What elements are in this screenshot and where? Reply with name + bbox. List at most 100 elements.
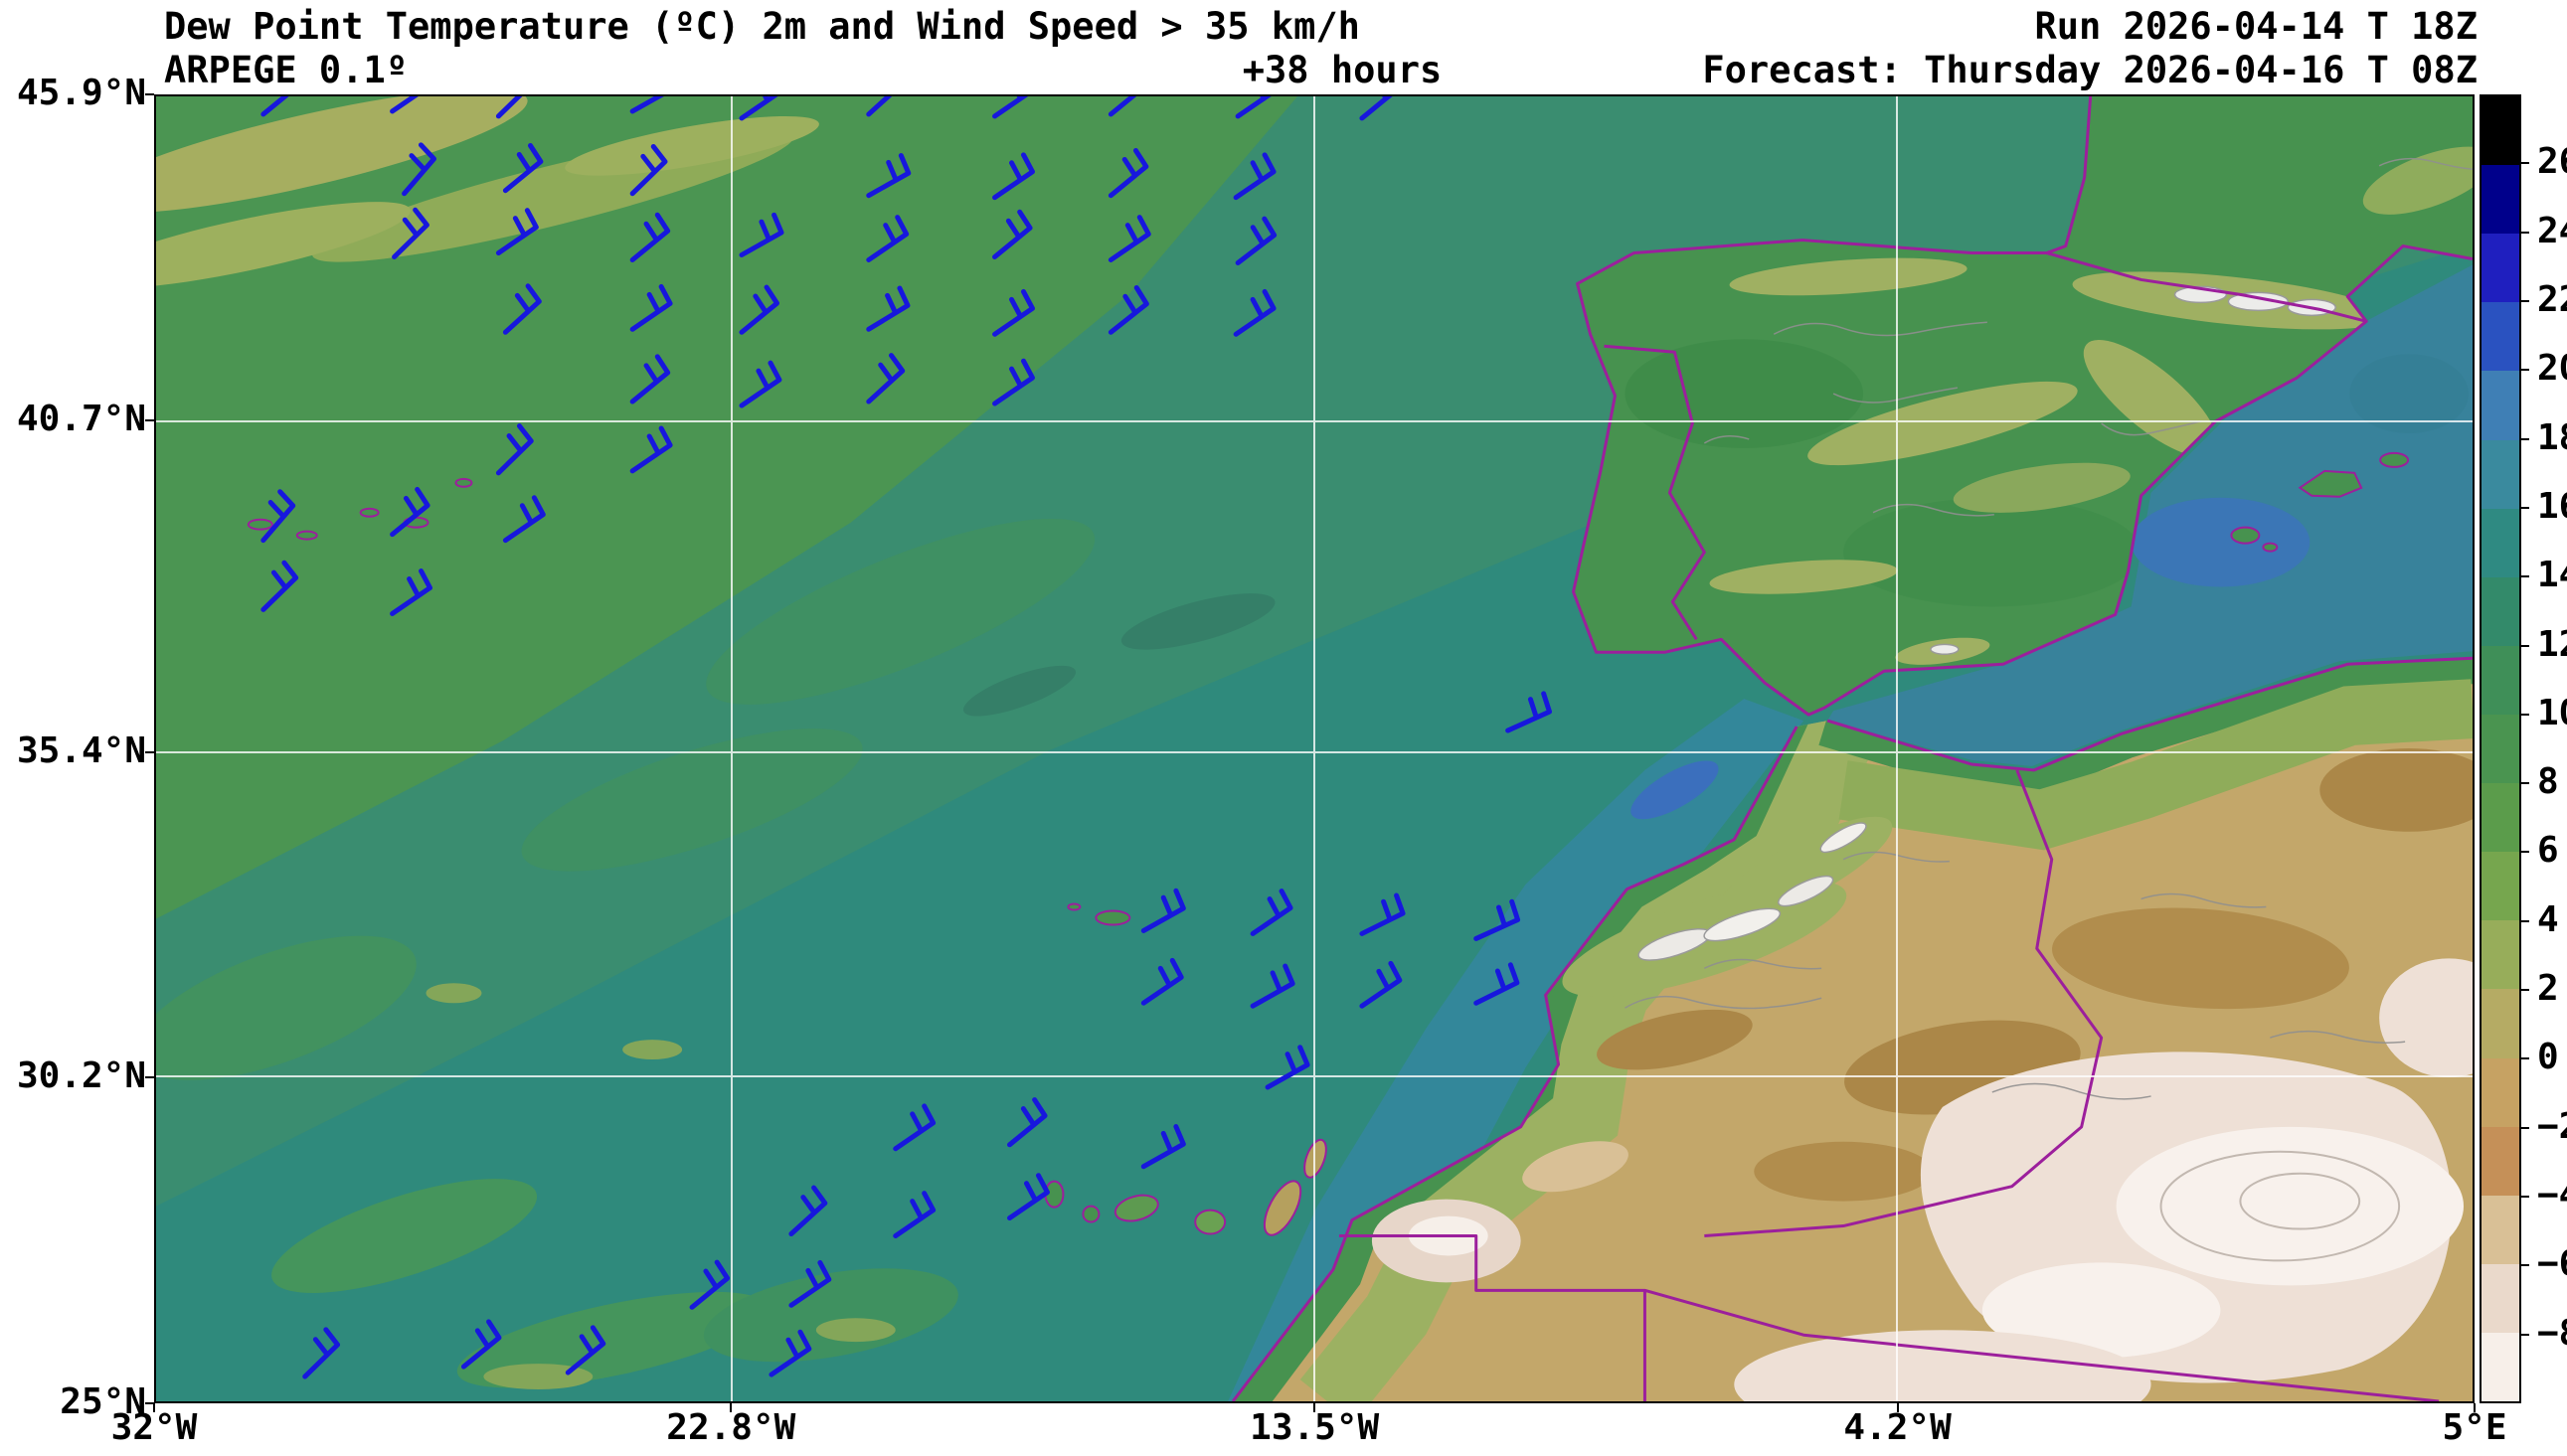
canary-island <box>1082 1205 1101 1223</box>
ibiza-island <box>2262 542 2279 553</box>
colorbar-segment <box>2481 1057 2519 1127</box>
colorbar-tick-label: 22 <box>2537 278 2567 320</box>
colorbar-segment <box>2481 1126 2519 1196</box>
lon-tick-label: 5°E <box>2442 1407 2507 1448</box>
colorbar-tick <box>2521 575 2529 578</box>
colorbar-segment <box>2481 783 2519 853</box>
colorbar-tick-label: 16 <box>2537 485 2567 527</box>
colorbar-tick <box>2521 1264 2529 1267</box>
colorbar-tick-label: 0 <box>2537 1037 2559 1078</box>
lon-tick-label: 13.5°W <box>1250 1407 1380 1448</box>
colorbar-tick <box>2521 231 2529 234</box>
west-sahara-borders <box>1338 1234 2440 1401</box>
lon-tick-label: 22.8°W <box>666 1407 796 1448</box>
colorbar-tick-label: 18 <box>2537 416 2567 458</box>
madeira-island <box>1067 902 1082 911</box>
lat-tick-label: 35.4°N <box>16 729 146 771</box>
lat-tick-label: 25°N <box>60 1381 146 1422</box>
colorbar-segment <box>2481 1263 2519 1333</box>
lon-tick-label: 32°W <box>110 1407 198 1448</box>
colorbar-tick <box>2521 506 2529 509</box>
model-label: ARPEGE 0.1º <box>164 49 409 91</box>
colorbar-tick-label: 26 <box>2537 141 2567 183</box>
colorbar-tick <box>2521 782 2529 785</box>
colorbar-tick-label: −6 <box>2537 1243 2567 1285</box>
colorbar-tick-label: −4 <box>2537 1175 2567 1216</box>
lead-time-label: +38 hours <box>1242 49 1443 91</box>
lat-tick <box>145 93 154 95</box>
colorbar-tick <box>2521 713 2529 716</box>
map <box>154 94 2475 1403</box>
ibiza-island <box>2230 526 2261 545</box>
iberia-coastline <box>1572 96 2473 717</box>
colorbar-tick <box>2521 437 2529 440</box>
colorbar-tick-label: 24 <box>2537 210 2567 251</box>
colorbar-tick <box>2521 1333 2529 1336</box>
colorbar-tick-label: 8 <box>2537 761 2559 803</box>
colorbar-tick <box>2521 299 2529 302</box>
colorbar-segment <box>2481 96 2519 166</box>
map-svg <box>156 96 2473 1401</box>
forecast-label: Forecast: Thursday 2026-04-16 T 08Z <box>1702 49 2478 91</box>
lat-tick <box>145 1076 154 1079</box>
portugal-spain-border <box>1604 344 1706 641</box>
iberia-terrain <box>1625 146 2473 665</box>
canary-island <box>1263 1180 1302 1236</box>
colorbar-segment <box>2481 645 2519 715</box>
land-layer <box>1233 96 2473 1401</box>
lat-tick <box>145 418 154 421</box>
colorbar-segment <box>2481 576 2519 646</box>
colorbar-tick-label: 14 <box>2537 555 2567 596</box>
lon-tick <box>730 1403 733 1412</box>
morocco-algeria-border <box>1704 769 2104 1237</box>
colorbar-segment <box>2481 1195 2519 1264</box>
colorbar <box>2480 94 2521 1403</box>
azores-island <box>359 507 380 518</box>
lat-tick-label: 40.7°N <box>16 398 146 439</box>
colorbar-segment <box>2481 508 2519 577</box>
lon-tick <box>2474 1403 2476 1412</box>
spain-france-border <box>2046 251 2367 323</box>
colorbar-tick-label: 4 <box>2537 898 2559 940</box>
azores-island <box>295 530 318 541</box>
colorbar-tick-label: 10 <box>2537 692 2567 733</box>
colorbar-segment <box>2481 852 2519 921</box>
run-label: Run 2026-04-14 T 18Z <box>2034 5 2478 48</box>
mallorca-island <box>2298 469 2363 498</box>
colorbar-tick-label: 12 <box>2537 623 2567 665</box>
colorbar-tick <box>2521 369 2529 372</box>
lon-tick <box>1313 1403 1316 1412</box>
canary-island <box>1113 1194 1159 1222</box>
colorbar-segment <box>2481 989 2519 1058</box>
chart-title: Dew Point Temperature (ºC) 2m and Wind S… <box>164 5 1360 48</box>
colorbar-segment <box>2481 714 2519 784</box>
azores-island <box>454 477 473 488</box>
azores-island <box>247 518 273 531</box>
menorca-island <box>2379 451 2410 468</box>
lon-tick <box>1896 1403 1899 1412</box>
lat-tick <box>145 750 154 753</box>
lat-tick-label: 30.2°N <box>16 1055 146 1097</box>
colorbar-segment <box>2481 439 2519 509</box>
colorbar-tick-label: −8 <box>2537 1312 2567 1354</box>
colorbar-tick <box>2521 1057 2529 1060</box>
colorbar-tick <box>2521 851 2529 854</box>
lon-tick-label: 4.2°W <box>1843 1407 1952 1448</box>
colorbar-tick <box>2521 1196 2529 1199</box>
colorbar-tick-label: 6 <box>2537 830 2559 872</box>
colorbar-tick <box>2521 989 2529 992</box>
lat-tick-label: 45.9°N <box>16 73 146 113</box>
colorbar-segment <box>2481 1332 2519 1402</box>
lat-tick <box>145 1402 154 1404</box>
colorbar-tick <box>2521 162 2529 165</box>
colorbar-tick-label: 2 <box>2537 968 2559 1010</box>
coastline-layer <box>1231 96 2473 1401</box>
canary-island <box>1194 1209 1227 1235</box>
colorbar-segment <box>2481 302 2519 372</box>
colorbar-tick <box>2521 1126 2529 1129</box>
colorbar-tick <box>2521 644 2529 647</box>
colorbar-segment <box>2481 234 2519 303</box>
gridlines <box>156 96 2473 1401</box>
colorbar-tick-label: −2 <box>2537 1105 2567 1147</box>
madeira-island <box>1095 909 1131 926</box>
